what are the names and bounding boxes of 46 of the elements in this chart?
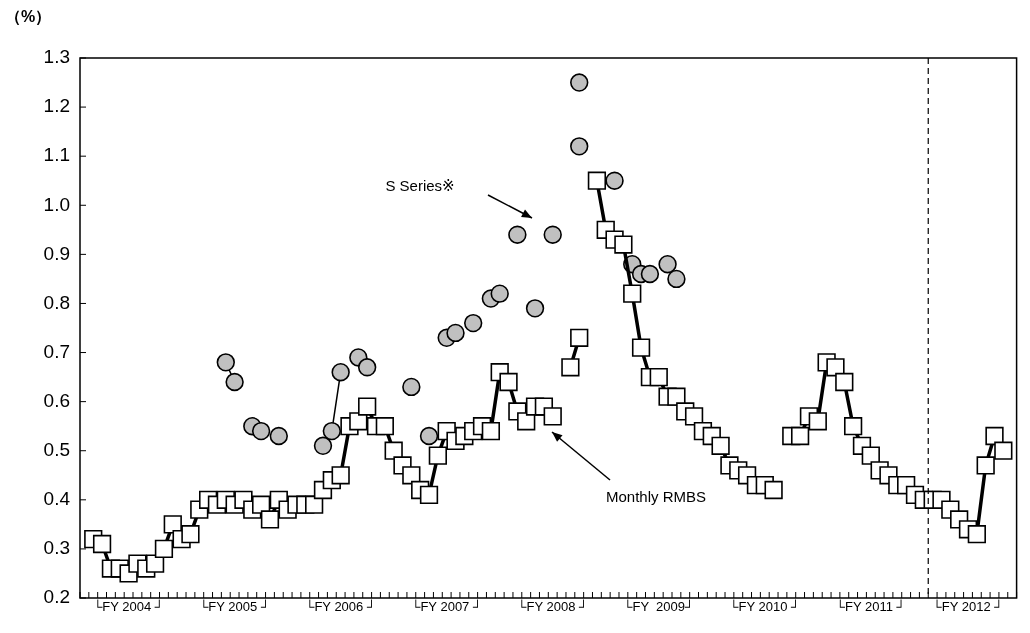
point (570, 137, 589, 156)
y-tick-label: 1.2 (43, 95, 70, 117)
point (357, 358, 377, 377)
annotation: S Series※ (385, 177, 455, 195)
point (543, 225, 562, 244)
point (251, 421, 271, 441)
y-tick-label: 0.4 (43, 488, 71, 510)
point (269, 426, 289, 446)
x-tick-label: └FY 2009┘ (623, 599, 695, 615)
y-tick-label: 0.3 (43, 537, 70, 559)
y-tick-label: 1.3 (43, 46, 70, 68)
point (605, 171, 624, 190)
y-tick-label: 1.0 (43, 193, 70, 215)
x-tick-label: └FY 2010 ┘ (729, 599, 801, 615)
y-axis-title: （%） (4, 8, 52, 27)
x-tick-label: └FY 2004 ┘ (93, 599, 165, 615)
point (464, 313, 483, 333)
x-tick-label: └FY 2005 ┘ (199, 599, 271, 615)
y-tick-label: 0.2 (43, 586, 70, 608)
point (667, 269, 686, 289)
point (313, 436, 333, 456)
point (331, 362, 350, 382)
point (225, 372, 244, 392)
x-tick-label: └FY 2011 ┘ (835, 599, 906, 615)
annotation: Monthly RMBS (605, 488, 707, 506)
point (525, 299, 545, 318)
x-tick-label: └FY 2008 ┘ (517, 599, 589, 615)
x-tick-label: └FY 2007 ┘ (411, 599, 483, 615)
point (446, 323, 465, 343)
point (490, 284, 509, 303)
y-tick-label: 0.8 (43, 291, 70, 313)
point (402, 377, 421, 397)
y-tick-label: 0.5 (43, 438, 70, 460)
point (508, 225, 527, 244)
point (322, 421, 342, 441)
point (419, 426, 439, 446)
y-tick-label: 0.7 (43, 340, 70, 362)
point (570, 73, 589, 92)
point (658, 254, 677, 274)
x-tick-label: └FY 2006 ┘ (305, 599, 377, 615)
point (640, 264, 660, 284)
x-tick-label: └FY 2012 ┘ (932, 599, 1004, 615)
y-tick-label: 0.6 (43, 389, 70, 411)
y-tick-label: 0.9 (43, 242, 70, 264)
point (216, 353, 235, 372)
y-tick-label: 1.1 (43, 144, 70, 166)
